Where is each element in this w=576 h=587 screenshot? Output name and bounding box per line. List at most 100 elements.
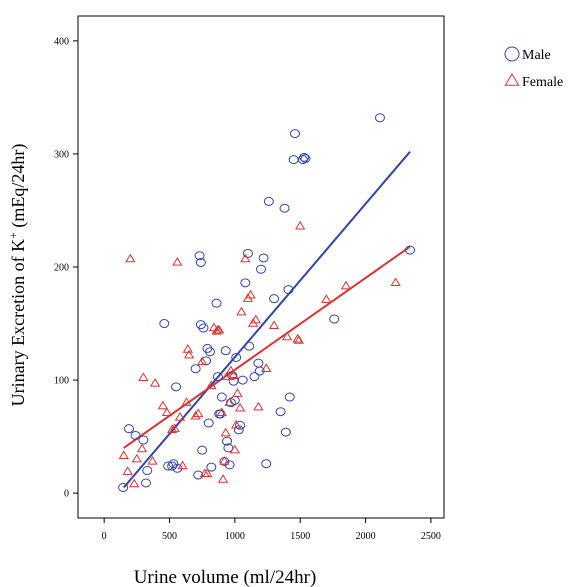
male-point	[118, 482, 129, 492]
male-point	[283, 285, 294, 295]
female-point	[136, 443, 148, 453]
female-point	[125, 253, 136, 263]
y-tick-label: 100	[54, 376, 69, 387]
y-axis-title-prefix: Urinary Excretion of K	[8, 239, 28, 406]
male-point	[216, 392, 227, 402]
female-point	[224, 397, 235, 406]
male-point	[275, 407, 286, 417]
x-tick-label: 0	[102, 531, 107, 542]
female-point	[122, 466, 133, 475]
female-point	[232, 388, 243, 397]
female-point	[253, 401, 264, 411]
male-point	[405, 245, 416, 255]
female-point	[240, 253, 251, 263]
male-point	[223, 443, 234, 453]
male-point	[269, 294, 280, 304]
female-point	[181, 397, 192, 406]
male-point	[242, 248, 253, 258]
female-point	[292, 333, 303, 343]
male-point	[159, 319, 170, 329]
male-point	[280, 427, 291, 437]
male-point	[224, 460, 235, 470]
female-point	[206, 380, 217, 389]
female-point	[166, 424, 178, 434]
male-point	[300, 153, 311, 163]
female-point	[177, 460, 188, 470]
female-point	[321, 294, 332, 303]
male-point	[299, 152, 310, 162]
female-point	[157, 400, 169, 410]
female-point	[268, 320, 280, 329]
male-point	[130, 430, 141, 440]
male-point	[249, 372, 260, 382]
female-point	[250, 314, 261, 324]
female-point	[219, 455, 230, 465]
legend-female-label: Female	[522, 75, 563, 90]
female-point	[281, 331, 293, 341]
male-point	[329, 314, 340, 324]
female-point	[129, 478, 140, 488]
male-point	[211, 298, 222, 308]
male-point	[237, 375, 248, 385]
male-point	[138, 435, 149, 445]
female-point	[214, 324, 225, 334]
female-point	[138, 372, 149, 382]
female-point	[234, 402, 246, 412]
female-point	[131, 453, 142, 463]
female-point	[245, 289, 256, 299]
female-point	[236, 306, 247, 316]
female-point	[169, 423, 180, 432]
male-point	[231, 352, 242, 362]
y-tick-label: 400	[54, 36, 69, 47]
legend-male-marker	[504, 46, 520, 62]
female-point	[147, 455, 158, 465]
male-point	[256, 264, 266, 274]
data-points	[118, 113, 416, 492]
female-point	[295, 220, 306, 230]
female-point	[390, 277, 401, 287]
male-point	[167, 461, 178, 471]
male-point	[222, 436, 233, 446]
male-point	[212, 372, 223, 382]
female-point	[225, 365, 237, 375]
male-point	[244, 341, 255, 351]
female-point	[340, 280, 352, 290]
male-point	[263, 196, 274, 206]
male-point	[284, 392, 295, 402]
female-point	[220, 427, 231, 437]
male-point	[194, 251, 205, 261]
male-point	[190, 364, 201, 374]
x-axis: 0 500 1000 1500 2000 2500	[102, 518, 441, 542]
male-point	[206, 462, 217, 472]
male-point	[171, 382, 182, 392]
x-tick-label: 500	[162, 531, 177, 542]
female-point	[183, 349, 195, 359]
y-axis-title-suffix: (mEq/24hr)	[8, 144, 29, 232]
male-point	[140, 478, 151, 488]
female-point	[211, 325, 222, 335]
male-point	[261, 459, 272, 469]
male-point	[142, 466, 153, 476]
male-point	[163, 461, 174, 471]
female-point	[190, 410, 201, 420]
female-point	[118, 450, 129, 460]
female-point	[149, 377, 161, 387]
x-tick-label: 2500	[421, 531, 441, 542]
y-tick-label: 0	[64, 489, 69, 500]
male-point	[195, 257, 206, 267]
x-tick-label: 2000	[356, 531, 376, 542]
female-point	[229, 444, 241, 454]
male-point	[193, 470, 204, 480]
female-point	[293, 335, 305, 344]
male-point	[168, 459, 179, 469]
male-point	[205, 347, 216, 357]
female-point	[172, 256, 183, 266]
y-axis: 0 100 200 300 400	[54, 36, 78, 500]
y-axis-title-sup: +	[6, 232, 20, 239]
male-point	[289, 129, 300, 139]
x-tick-label: 1500	[290, 531, 310, 542]
legend-female-marker	[504, 73, 520, 86]
female-point	[193, 408, 204, 418]
female-point	[197, 356, 208, 366]
female-point	[228, 370, 239, 379]
